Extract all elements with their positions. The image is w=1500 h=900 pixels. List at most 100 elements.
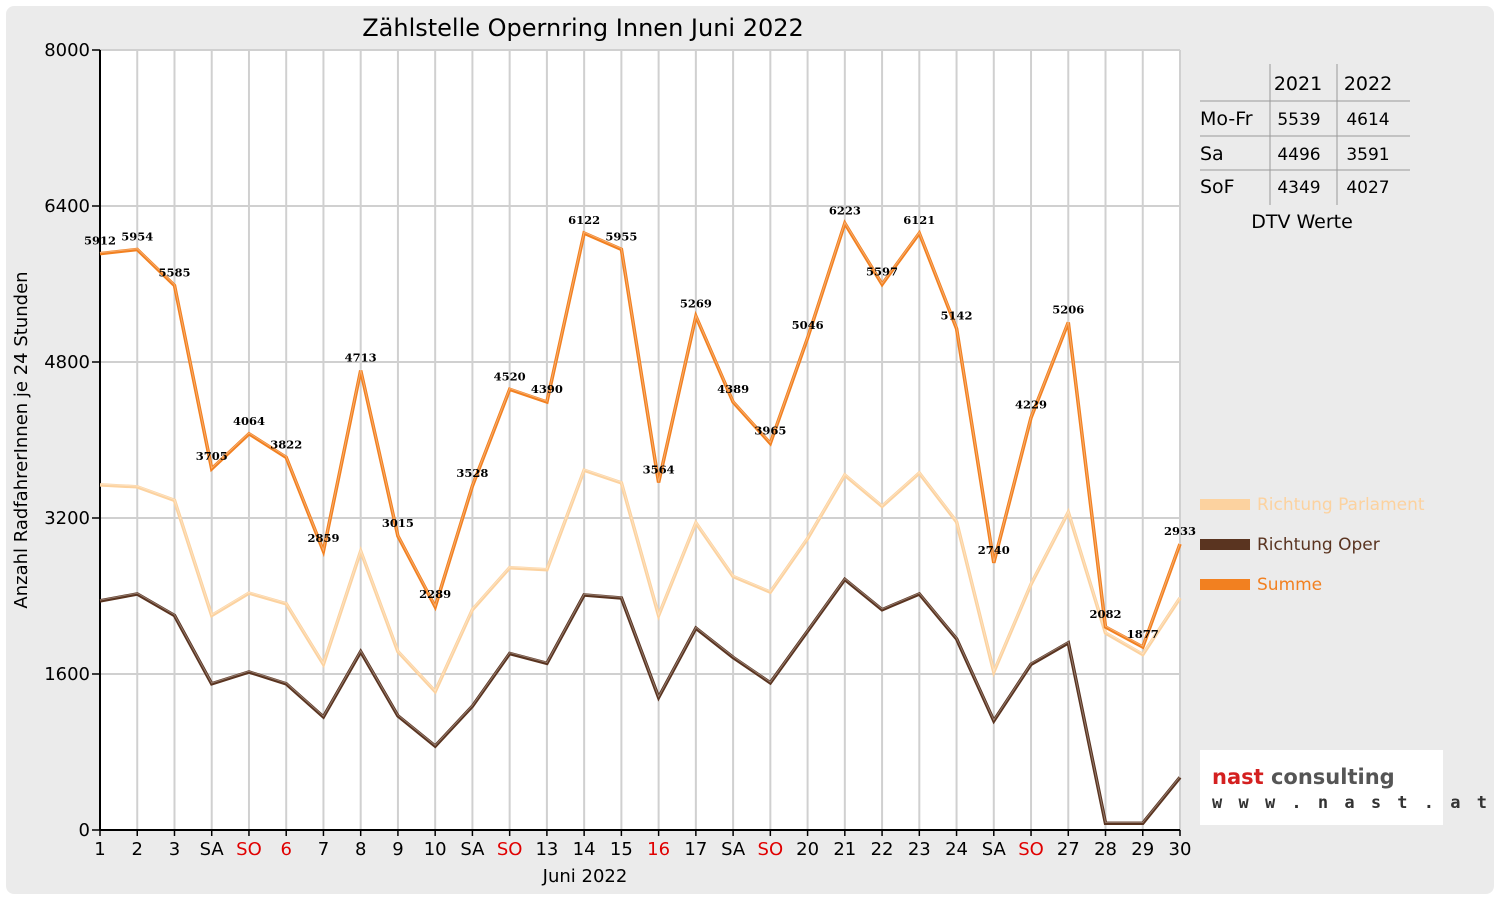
series-line-1	[99, 576, 1182, 825]
data-label: 4389	[717, 382, 749, 396]
x-tick-label: 20	[796, 839, 819, 860]
data-label: 3015	[382, 516, 414, 530]
x-axis-label: Juni 2022	[542, 866, 628, 887]
logo-text: nast consulting	[1212, 765, 1395, 789]
x-tick-label: 15	[610, 839, 633, 860]
data-label: 5954	[121, 229, 153, 243]
x-tick-label: 27	[1057, 839, 1080, 860]
data-label: 3705	[196, 449, 228, 463]
data-label: 3822	[270, 437, 302, 451]
x-tick-label: 2	[132, 839, 143, 860]
data-label: 4064	[233, 414, 265, 428]
legend-label-summe: Summe	[1257, 575, 1322, 595]
data-label: 5142	[941, 309, 973, 323]
y-tick-label: 1600	[44, 664, 90, 685]
x-tick-label: SO	[758, 839, 784, 860]
data-label: 5912	[84, 234, 116, 248]
x-tick-label: SA	[721, 839, 746, 860]
axes	[92, 49, 1181, 836]
table-cell: 4496	[1277, 145, 1320, 165]
data-label: 6223	[829, 203, 861, 217]
table-cell: 4027	[1346, 178, 1389, 198]
x-tick-label: SO	[497, 839, 523, 860]
series-highlight-0	[99, 468, 1181, 692]
data-label: 1877	[1127, 627, 1159, 641]
x-tick-label: 13	[535, 839, 558, 860]
data-label: 2289	[419, 587, 451, 601]
data-label: 4713	[345, 350, 377, 364]
series-highlight-2	[99, 221, 1181, 647]
series-lines	[99, 219, 1182, 825]
plot-area	[100, 50, 1180, 830]
legend-swatch-parlament	[1200, 499, 1250, 510]
data-label: 5269	[680, 296, 712, 310]
data-label: 5955	[605, 229, 637, 243]
gridlines	[100, 49, 1181, 831]
data-label: 2082	[1090, 607, 1122, 621]
data-label: 5585	[158, 265, 190, 279]
x-tick-label: 8	[355, 839, 366, 860]
x-tick-label: 3	[169, 839, 180, 860]
y-tick-label: 6400	[44, 196, 90, 217]
table-header-2022: 2022	[1344, 73, 1392, 95]
x-tick-label: 22	[871, 839, 894, 860]
x-tick-label: 10	[424, 839, 447, 860]
legend-swatch-summe	[1200, 579, 1250, 590]
data-label: 2740	[978, 543, 1010, 557]
logo-url: w w w . n a s t . a t	[1212, 793, 1490, 813]
table-cell: 4614	[1346, 110, 1389, 130]
table-caption: DTV Werte	[1251, 211, 1353, 233]
x-tick-label: 16	[647, 839, 670, 860]
y-tick-label: 8000	[44, 40, 90, 61]
data-labels: 5912 5954 5585 3705 4064 3822 2859 4713 3015 2289…	[84, 203, 1196, 641]
legend: Richtung Parlament Richtung Oper Summe	[1200, 495, 1425, 595]
x-tick-label: 7	[318, 839, 329, 860]
data-label: 4520	[494, 369, 526, 383]
y-axis-ticks: 0 1600 3200 4800 6400 8000	[44, 40, 90, 841]
data-label: 6122	[568, 213, 600, 227]
x-tick-label: 9	[392, 839, 403, 860]
data-label: 3528	[456, 466, 488, 480]
series-line-2	[99, 219, 1182, 650]
table-row-label: SoF	[1200, 176, 1235, 198]
table-row-label: Sa	[1200, 143, 1224, 165]
data-label: 3564	[643, 463, 675, 477]
x-tick-label: 24	[945, 839, 968, 860]
nast-consulting-logo: nast consulting w w w . n a s t . a t	[1200, 750, 1490, 825]
y-tick-label: 4800	[44, 352, 90, 373]
data-label: 5046	[792, 318, 824, 332]
chart-title: Zählstelle Opernring Innen Juni 2022	[362, 14, 804, 42]
data-label: 4390	[531, 382, 563, 396]
legend-label-parlament: Richtung Parlament	[1257, 495, 1425, 515]
data-label: 2933	[1164, 524, 1196, 538]
table-header-2021: 2021	[1274, 73, 1322, 95]
y-tick-label: 3200	[44, 508, 90, 529]
data-label: 5206	[1052, 302, 1084, 316]
x-tick-label: 17	[684, 839, 707, 860]
table-row-label: Mo-Fr	[1200, 108, 1253, 130]
x-tick-label: SA	[982, 839, 1007, 860]
legend-swatch-oper	[1200, 539, 1250, 550]
x-axis-ticks: 1 2 3 SA SO 6 7 8 9 10 SA SO 13 14 15 16 17 SA SO 20 21 22 23 2…	[94, 839, 1191, 860]
table-cell: 3591	[1346, 145, 1389, 165]
x-tick-label: SO	[1018, 839, 1044, 860]
table-cell: 5539	[1277, 110, 1320, 130]
data-label: 2859	[307, 531, 339, 545]
x-tick-label: 28	[1094, 839, 1117, 860]
table-cell: 4349	[1277, 178, 1320, 198]
x-tick-label: 29	[1131, 839, 1154, 860]
dtv-table: 2021 2022 Mo-Fr 5539 4614 Sa 4496 3591 S…	[1200, 64, 1410, 233]
x-tick-label: SO	[236, 839, 262, 860]
x-tick-label: 30	[1169, 839, 1192, 860]
series-line-0	[99, 467, 1182, 695]
x-tick-label: 14	[573, 839, 596, 860]
y-tick-label: 0	[79, 820, 90, 841]
x-tick-label: SA	[460, 839, 485, 860]
x-tick-label: 21	[833, 839, 856, 860]
data-label: 6121	[903, 213, 935, 227]
series-highlight-1	[99, 577, 1181, 823]
data-label: 4229	[1015, 398, 1047, 412]
x-tick-label: 6	[280, 839, 291, 860]
legend-label-oper: Richtung Oper	[1257, 535, 1380, 555]
